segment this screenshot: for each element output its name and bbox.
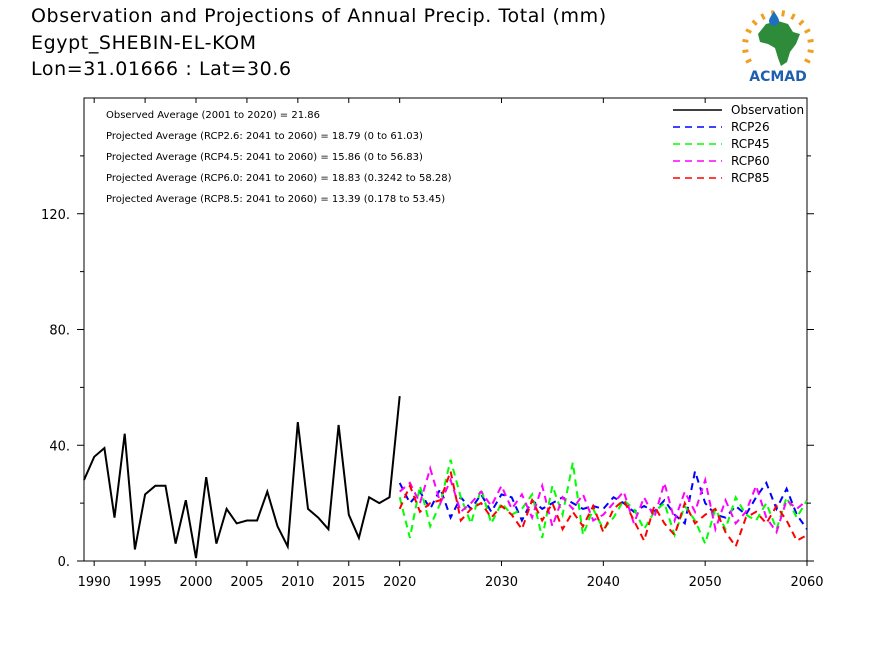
series-line-rcp45 xyxy=(398,459,808,547)
sun-ray xyxy=(804,28,811,34)
stat-annotation: Projected Average (RCP2.6: 2041 to 2060)… xyxy=(106,131,423,142)
legend-label: RCP60 xyxy=(731,154,770,168)
station-coordinates: Lon=31.01666 : Lat=30.6 xyxy=(31,58,292,80)
sun-ray xyxy=(745,28,752,34)
sun-ray xyxy=(781,10,786,17)
sun-ray xyxy=(751,19,758,26)
x-tick-label: 2020 xyxy=(383,575,416,590)
axis-ticks: 1990 1995 2000 2005 2010 2015 2020 2030 2040 2050… xyxy=(41,98,824,590)
x-tick-label: 1990 xyxy=(78,575,111,590)
sun-ray xyxy=(760,13,766,20)
sun-ray xyxy=(790,13,796,20)
sun-ray xyxy=(742,38,749,43)
logo-text: ACMAD xyxy=(749,69,807,84)
water-drop-icon xyxy=(769,11,779,26)
sun-ray xyxy=(798,19,805,26)
sun-ray xyxy=(807,49,814,54)
legend-label: RCP26 xyxy=(731,120,770,134)
stat-annotation: Projected Average (RCP4.5: 2041 to 2060)… xyxy=(106,152,423,163)
y-tick-label: 80. xyxy=(49,324,70,339)
stat-annotation: Observed Average (2001 to 2020) = 21.86 xyxy=(106,110,320,121)
station-name: Egypt_SHEBIN-EL-KOM xyxy=(31,32,257,54)
series-line-rcp60 xyxy=(399,464,808,535)
legend: Observation RCP26 RCP45 RCP60 RCP85 xyxy=(673,103,804,185)
y-tick-label: 120. xyxy=(41,208,70,223)
series-line-rcp26 xyxy=(398,470,808,530)
annotation-block: Observed Average (2001 to 2020) = 21.86 P… xyxy=(106,110,452,205)
sun-ray xyxy=(807,38,814,43)
x-tick-label: 2015 xyxy=(332,575,365,590)
x-tick-label: 2030 xyxy=(485,575,518,590)
x-tick-label: 2010 xyxy=(281,575,314,590)
chart-title: Observation and Projections of Annual Pr… xyxy=(31,5,607,27)
sun-ray xyxy=(804,58,811,64)
legend-label: RCP45 xyxy=(731,137,770,151)
sun-ray xyxy=(742,49,749,54)
x-tick-label: 2060 xyxy=(790,575,823,590)
stat-annotation: Projected Average (RCP6.0: 2041 to 2060)… xyxy=(106,173,452,184)
acmad-logo: ACMAD xyxy=(742,10,814,84)
x-tick-label: 2005 xyxy=(230,575,263,590)
series-lines xyxy=(83,395,808,559)
x-tick-label: 2050 xyxy=(689,575,722,590)
y-tick-label: 0. xyxy=(58,555,70,570)
x-tick-label: 2040 xyxy=(587,575,620,590)
y-tick-label: 40. xyxy=(49,439,70,454)
x-tick-label: 1995 xyxy=(129,575,162,590)
series-line-observation xyxy=(83,395,401,559)
x-tick-label: 2000 xyxy=(179,575,212,590)
africa-map-icon xyxy=(758,21,800,66)
legend-label: RCP85 xyxy=(731,171,770,185)
sun-ray xyxy=(745,58,752,64)
legend-label: Observation xyxy=(731,103,804,117)
series-line-rcp85 xyxy=(398,467,808,549)
stat-annotation: Projected Average (RCP8.5: 2041 to 2060)… xyxy=(106,194,445,205)
